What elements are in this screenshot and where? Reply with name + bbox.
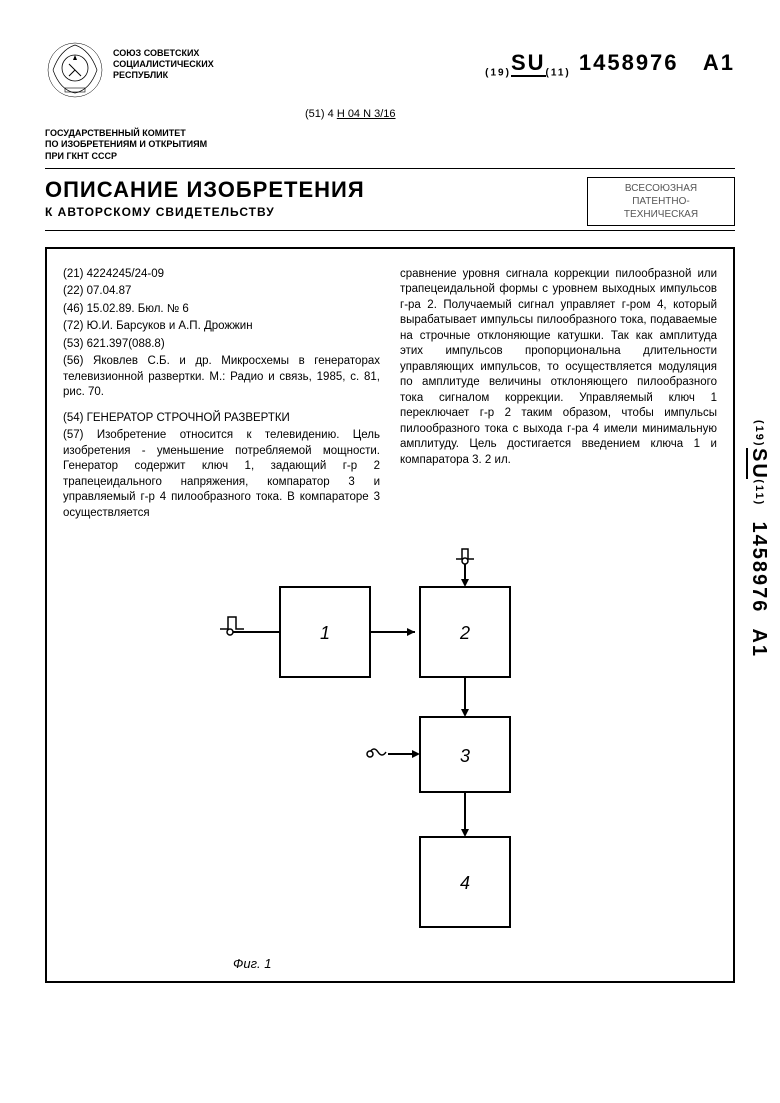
field-56: (56) Яковлев С.Б. и др. Микросхемы в ген…: [63, 354, 380, 401]
field-21: (21) 4224245/24-09: [63, 267, 380, 283]
field-57: (57) Изобретение относится к телевидению…: [63, 428, 380, 521]
content-frame: (21) 4224245/24-09 (22) 07.04.87 (46) 15…: [45, 247, 735, 984]
document-number: (19)SU(11) 1458976 A1: [485, 50, 735, 78]
divider: [45, 230, 735, 231]
committee-name: ГОСУДАРСТВЕННЫЙ КОМИТЕТ ПО ИЗОБРЕТЕНИЯМ …: [45, 128, 735, 162]
field-22: (22) 07.04.87: [63, 284, 380, 300]
side-document-number: (19)SU(11) 1458976 A1: [747, 420, 770, 658]
svg-text:4: 4: [460, 873, 470, 893]
union-name: СОЮЗ СОВЕТСКИХ СОЦИАЛИСТИЧЕСКИХ РЕСПУБЛИ…: [113, 48, 233, 80]
state-emblem: [45, 40, 105, 100]
left-column: (21) 4224245/24-09 (22) 07.04.87 (46) 15…: [63, 267, 380, 524]
library-stamp: ВСЕСОЮЗНАЯ ПАТЕНТНО-ТЕХНИЧЕСКАЯ: [587, 177, 735, 226]
svg-text:1: 1: [320, 623, 330, 643]
field-53: (53) 621.397(088.8): [63, 337, 380, 353]
ipc-classification: (51) 4 H 04 N 3/16: [305, 108, 735, 120]
figure-label: Фиг. 1: [233, 956, 717, 971]
right-column: сравнение уровня сигнала коррекции пилоо…: [400, 267, 717, 524]
svg-text:2: 2: [459, 623, 470, 643]
document-title: ОПИСАНИЕ ИЗОБРЕТЕНИЯ К АВТОРСКОМУ СВИДЕТ…: [45, 177, 587, 219]
divider: [45, 168, 735, 169]
field-72: (72) Ю.И. Барсуков и А.П. Дрожжин: [63, 319, 380, 335]
field-46: (46) 15.02.89. Бюл. № 6: [63, 302, 380, 318]
field-54: (54) ГЕНЕРАТОР СТРОЧНОЙ РАЗВЕРТКИ: [63, 411, 380, 427]
block-diagram: 1 2 3: [63, 547, 717, 971]
abstract-continuation: сравнение уровня сигнала коррекции пилоо…: [400, 267, 717, 469]
svg-text:3: 3: [460, 746, 470, 766]
